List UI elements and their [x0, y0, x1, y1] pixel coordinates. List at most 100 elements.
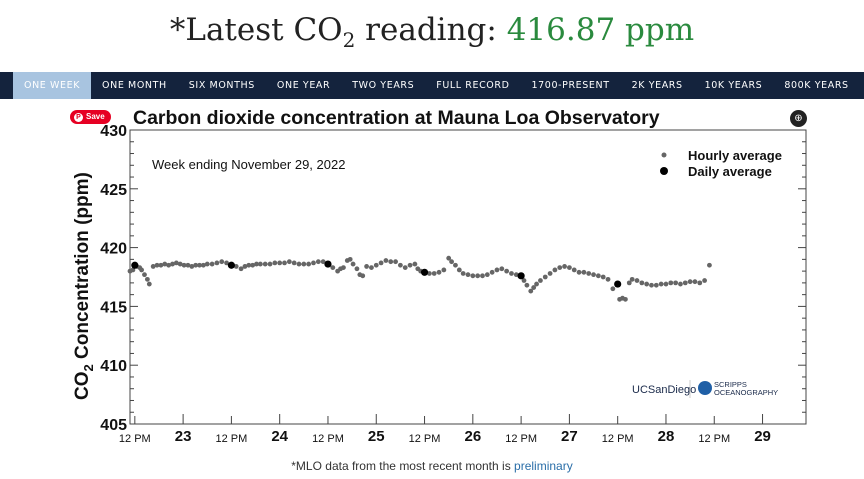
- hourly-point: [629, 276, 635, 282]
- hourly-point: [552, 267, 558, 273]
- hourly-point: [504, 268, 510, 274]
- hourly-point: [150, 264, 156, 269]
- hourly-point: [219, 259, 225, 265]
- x-tick-label: 12 PM: [216, 433, 248, 445]
- hourly-point: [330, 265, 336, 270]
- hourly-point: [335, 268, 341, 274]
- legend-daily-marker: [660, 167, 668, 175]
- hourly-point: [254, 261, 259, 267]
- hourly-point: [634, 278, 640, 283]
- y-tick-label: 430: [100, 123, 127, 140]
- daily-point: [420, 268, 429, 276]
- hourly-point: [154, 262, 160, 268]
- preliminary-link[interactable]: preliminary: [514, 459, 573, 473]
- hourly-point: [250, 262, 256, 268]
- footer-note: *MLO data from the most recent month is …: [0, 459, 864, 473]
- tab-2k-years[interactable]: 2K YEARS: [631, 80, 683, 91]
- tab-800k-years[interactable]: 800K YEARS: [784, 80, 849, 91]
- hourly-point: [338, 266, 343, 272]
- hourly-point: [687, 279, 693, 285]
- x-tick-label: 12 PM: [119, 433, 151, 445]
- hourly-point: [682, 280, 688, 286]
- pinterest-save-button[interactable]: P Save: [70, 110, 111, 124]
- y-tick-label: 415: [100, 299, 127, 316]
- hourly-point: [189, 264, 195, 269]
- footer-text: *MLO data from the most recent month is: [291, 459, 515, 473]
- hourly-point: [567, 265, 572, 270]
- hourly-point: [692, 279, 698, 285]
- hourly-point: [347, 256, 353, 262]
- hourly-point: [272, 260, 278, 266]
- hourly-point: [393, 259, 398, 265]
- hourly-point: [623, 296, 628, 302]
- hourly-point: [341, 265, 346, 270]
- hourly-point: [600, 274, 606, 280]
- hourly-point: [562, 264, 567, 269]
- legend-hourly-label: Hourly average: [688, 148, 782, 163]
- tab-1700-present[interactable]: 1700-PRESENT: [531, 80, 610, 91]
- hourly-point: [173, 260, 179, 266]
- tab-10k-years[interactable]: 10K YEARS: [704, 80, 763, 91]
- hourly-point: [658, 281, 664, 287]
- hourly-point: [617, 296, 623, 302]
- x-axis: 12 PM 23 12 PM 24 12 PM 25 12 PM 26 12 PM 27 12 PM…: [119, 414, 771, 445]
- hourly-point: [166, 262, 172, 268]
- hourly-point: [388, 259, 394, 265]
- hourly-point: [181, 262, 187, 268]
- x-tick-label: 27: [561, 428, 578, 445]
- y-axis-label: CO2 Concentration (ppm): [72, 172, 96, 400]
- hourly-point: [426, 271, 432, 276]
- hourly-point: [449, 259, 454, 265]
- zoom-icon[interactable]: ⊕: [790, 110, 807, 127]
- tab-one-week[interactable]: ONE WEEK: [13, 72, 92, 99]
- hourly-point: [626, 280, 632, 286]
- hourly-point: [267, 261, 273, 267]
- hourly-point: [460, 271, 466, 276]
- svg-text:UCSanDiego: UCSanDiego: [632, 384, 696, 396]
- hourly-point: [177, 261, 183, 267]
- tab-one-month[interactable]: ONE MONTH: [102, 80, 167, 91]
- hourly-point: [446, 255, 452, 261]
- tab-one-year[interactable]: ONE YEAR: [276, 80, 331, 91]
- hourly-point: [291, 260, 297, 266]
- hourly-point: [538, 278, 543, 283]
- hourly-point: [146, 281, 152, 287]
- hourly-point: [233, 264, 239, 269]
- hourly-point: [484, 272, 490, 278]
- hourly-point: [204, 261, 210, 267]
- hourly-point: [576, 269, 582, 275]
- y-tick-label: 410: [100, 358, 127, 375]
- tab-two-years[interactable]: TWO YEARS: [352, 80, 415, 91]
- hourly-point: [214, 260, 220, 266]
- hourly-point: [197, 262, 202, 268]
- hourly-point: [480, 273, 485, 279]
- tab-full-record[interactable]: FULL RECORD: [436, 80, 510, 91]
- x-tick-label: 28: [658, 428, 675, 445]
- hourly-point: [673, 280, 679, 286]
- hourly-point: [697, 280, 703, 286]
- hourly-point: [296, 261, 302, 267]
- svg-text:OCEANOGRAPHY: OCEANOGRAPHY: [714, 388, 778, 397]
- x-tick-label: 25: [368, 428, 385, 445]
- headline-prefix: *Latest CO: [169, 12, 343, 48]
- hourly-point: [137, 265, 143, 270]
- hourly-point: [139, 267, 144, 273]
- y-axis: 405 410 415 420 425 430: [100, 123, 806, 434]
- hourly-point: [678, 281, 683, 287]
- y-tick-label: 405: [100, 417, 127, 434]
- tab-six-months[interactable]: SIX MONTHS: [188, 80, 255, 91]
- x-tick-label: 12 PM: [409, 433, 441, 445]
- hourly-point: [418, 268, 424, 274]
- hourly-point: [499, 266, 505, 272]
- hourly-point: [412, 261, 418, 267]
- hourly-point: [489, 269, 495, 275]
- hourly-point: [649, 282, 654, 288]
- latest-co2-headline: *Latest CO2 reading: 416.87 ppm: [0, 12, 864, 52]
- hourly-point: [170, 261, 175, 267]
- hourly-point: [344, 258, 350, 263]
- hourly-point: [369, 265, 374, 270]
- save-label: Save: [86, 112, 105, 121]
- hourly-point: [209, 261, 215, 267]
- hourly-point: [144, 276, 150, 282]
